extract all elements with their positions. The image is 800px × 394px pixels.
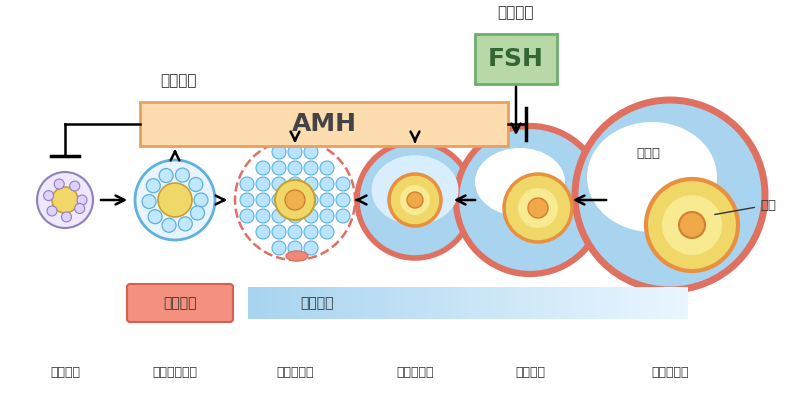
Circle shape [304, 225, 318, 239]
Circle shape [456, 126, 604, 274]
Circle shape [320, 193, 334, 207]
Circle shape [146, 179, 160, 193]
Circle shape [288, 193, 302, 207]
Text: 排卵前卵胞: 排卵前卵胞 [651, 366, 689, 379]
Circle shape [37, 172, 93, 228]
Text: FSH: FSH [488, 47, 544, 71]
Circle shape [389, 174, 441, 226]
Text: 二次卵胞: 二次卵胞 [300, 296, 334, 310]
FancyBboxPatch shape [140, 102, 508, 146]
Circle shape [304, 145, 318, 159]
Circle shape [646, 179, 738, 271]
Circle shape [336, 177, 350, 191]
Text: 小胞状卵胞: 小胞状卵胞 [396, 366, 434, 379]
Circle shape [272, 145, 286, 159]
Circle shape [272, 177, 286, 191]
Circle shape [52, 187, 78, 213]
Circle shape [580, 105, 760, 285]
Circle shape [175, 168, 190, 182]
Circle shape [320, 161, 334, 175]
Circle shape [528, 198, 548, 218]
Circle shape [62, 212, 71, 222]
Circle shape [240, 193, 254, 207]
Ellipse shape [371, 155, 458, 225]
Circle shape [285, 190, 305, 210]
Circle shape [275, 180, 315, 220]
Circle shape [320, 177, 334, 191]
Circle shape [240, 209, 254, 223]
Circle shape [272, 225, 286, 239]
Circle shape [256, 161, 270, 175]
Circle shape [256, 225, 270, 239]
Circle shape [336, 193, 350, 207]
Circle shape [142, 195, 156, 208]
Circle shape [272, 193, 286, 207]
Circle shape [288, 241, 302, 255]
Circle shape [662, 195, 722, 255]
Circle shape [362, 147, 468, 253]
Ellipse shape [587, 122, 717, 232]
Circle shape [407, 192, 423, 208]
Circle shape [159, 169, 173, 182]
Circle shape [77, 195, 87, 205]
Text: 胞状卵胞: 胞状卵胞 [515, 366, 545, 379]
Circle shape [304, 209, 318, 223]
Circle shape [256, 193, 270, 207]
Circle shape [357, 142, 473, 258]
Circle shape [135, 160, 215, 240]
FancyBboxPatch shape [127, 284, 233, 322]
Circle shape [679, 212, 705, 238]
Circle shape [304, 177, 318, 191]
Circle shape [190, 206, 205, 220]
Circle shape [162, 218, 176, 232]
Text: 一次卵胞: 一次卵胞 [163, 296, 197, 310]
Circle shape [272, 161, 286, 175]
Circle shape [336, 209, 350, 223]
Circle shape [400, 185, 430, 215]
Circle shape [288, 225, 302, 239]
Text: 原始卵胞: 原始卵胞 [50, 366, 80, 379]
Circle shape [320, 225, 334, 239]
Circle shape [194, 193, 208, 207]
Circle shape [518, 188, 558, 228]
Text: 卵胞腔: 卵胞腔 [636, 147, 660, 160]
Circle shape [272, 241, 286, 255]
Ellipse shape [286, 251, 308, 261]
Circle shape [272, 209, 286, 223]
Circle shape [235, 140, 355, 260]
Circle shape [320, 209, 334, 223]
Text: 小前胞状卵胞: 小前胞状卵胞 [153, 366, 198, 379]
Text: 初期動員: 初期動員 [160, 73, 197, 88]
Circle shape [148, 210, 162, 224]
Circle shape [288, 209, 302, 223]
Circle shape [70, 181, 80, 191]
FancyBboxPatch shape [475, 34, 557, 84]
Circle shape [304, 193, 318, 207]
Circle shape [189, 177, 203, 191]
Circle shape [256, 177, 270, 191]
Circle shape [178, 217, 192, 231]
Circle shape [237, 142, 353, 258]
Text: 卵子: 卵子 [714, 199, 776, 214]
Circle shape [74, 203, 85, 214]
Circle shape [504, 174, 572, 242]
Circle shape [288, 145, 302, 159]
Text: 前胞状卵胞: 前胞状卵胞 [276, 366, 314, 379]
Circle shape [256, 209, 270, 223]
Circle shape [461, 131, 599, 269]
Ellipse shape [475, 148, 565, 216]
Circle shape [240, 177, 254, 191]
Circle shape [288, 177, 302, 191]
Text: AMH: AMH [291, 112, 357, 136]
Circle shape [54, 179, 64, 189]
Circle shape [304, 241, 318, 255]
Circle shape [158, 183, 192, 217]
Circle shape [304, 161, 318, 175]
Text: 周期動員: 周期動員 [498, 5, 534, 20]
Circle shape [43, 191, 54, 201]
Circle shape [575, 100, 765, 290]
Circle shape [288, 161, 302, 175]
Circle shape [47, 206, 57, 216]
